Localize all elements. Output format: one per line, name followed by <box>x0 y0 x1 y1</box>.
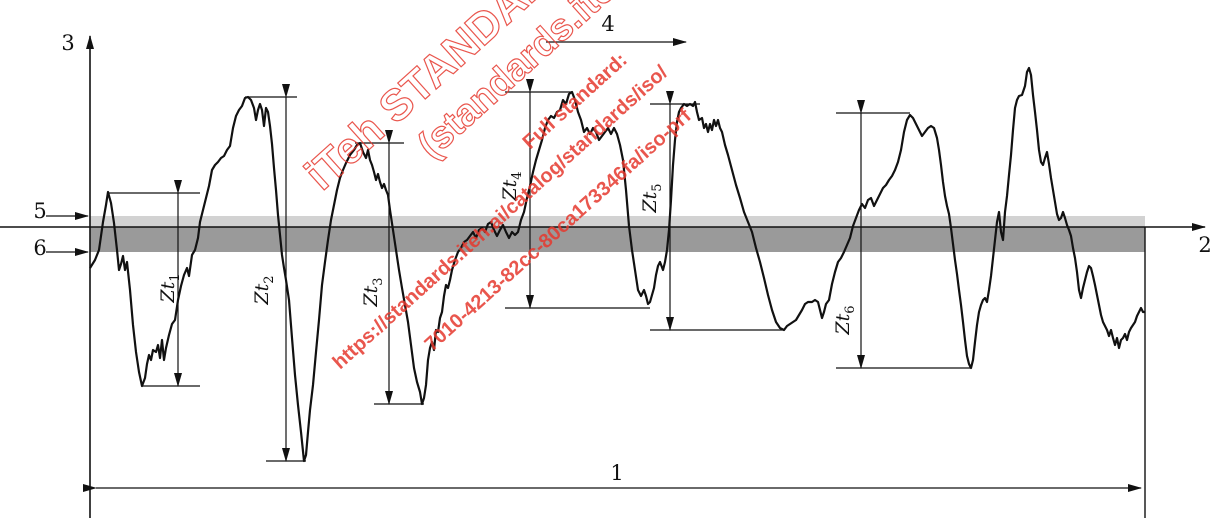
zt-1-dimension <box>108 180 200 387</box>
lower-tolerance-band <box>90 227 1145 252</box>
zt-3-dimension <box>355 130 424 405</box>
watermark: iTeh STANDARD PREVIEW (standards.iteh.ai… <box>295 0 744 374</box>
zt-1-label: Zt1 <box>157 273 183 303</box>
upper-tolerance-band <box>90 216 1145 227</box>
label-1: 1 <box>610 461 623 485</box>
label-4: 4 <box>601 12 614 36</box>
zt-4-label: Zt4 <box>499 171 525 201</box>
zt-3-label: Zt3 <box>360 277 386 307</box>
label-5: 5 <box>33 199 46 223</box>
watermark-line-1: iTeh STANDARD PREVIEW <box>296 0 744 199</box>
zt-6-label: Zt6 <box>832 305 858 335</box>
zt-5-label: Zt5 <box>639 183 665 213</box>
zt-6-dimension <box>836 100 970 369</box>
label-2: 2 <box>1198 233 1211 257</box>
zt-2-label: Zt2 <box>251 275 277 305</box>
label-3: 3 <box>61 31 74 55</box>
roughness-profile-curve <box>89 66 1145 463</box>
zt-4-dimension <box>505 79 650 309</box>
label-6: 6 <box>33 236 46 260</box>
